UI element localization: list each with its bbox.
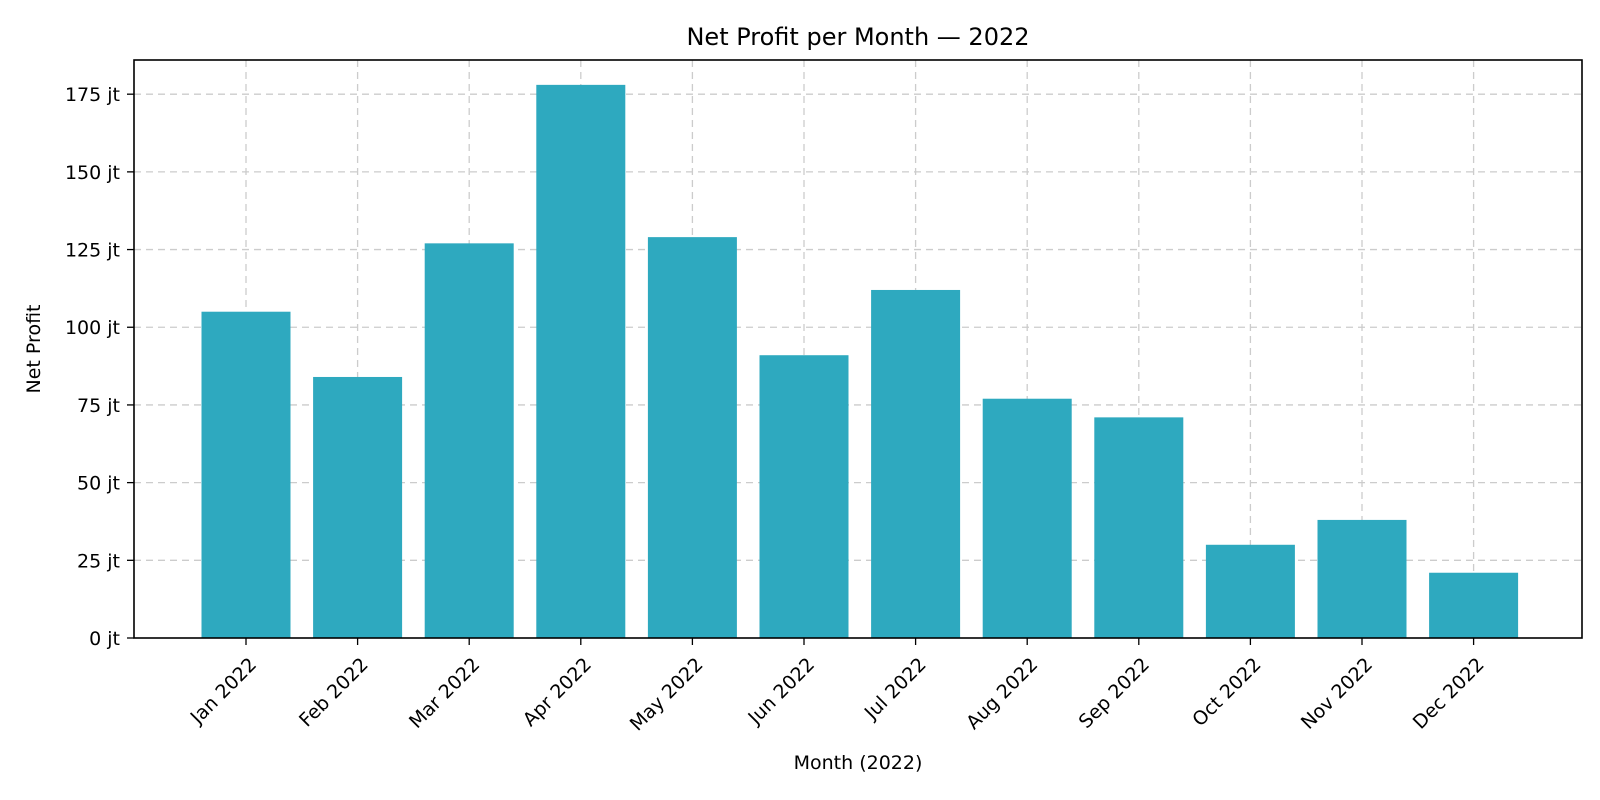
y-tick-label: 125 jt bbox=[65, 240, 120, 262]
y-tick-label: 0 jt bbox=[89, 628, 120, 650]
x-tick-label: May 2022 bbox=[626, 654, 708, 736]
y-tick-label: 50 jt bbox=[77, 473, 120, 495]
bar-may-2022 bbox=[647, 237, 737, 638]
y-tick-label: 150 jt bbox=[65, 162, 120, 184]
bar-jan-2022 bbox=[201, 311, 291, 638]
x-tick-label: Oct 2022 bbox=[1188, 654, 1265, 731]
x-axis-label: Month (2022) bbox=[794, 752, 923, 774]
bar-jul-2022 bbox=[871, 289, 961, 638]
bar-mar-2022 bbox=[424, 243, 514, 638]
bar-feb-2022 bbox=[313, 376, 403, 638]
y-tick-label: 75 jt bbox=[77, 395, 120, 417]
x-tick-label: Jan 2022 bbox=[186, 654, 261, 729]
bar-oct-2022 bbox=[1205, 544, 1295, 638]
y-axis-label: Net Profit bbox=[23, 305, 45, 394]
plot-frame bbox=[133, 59, 1583, 639]
bar-dec-2022 bbox=[1429, 572, 1519, 638]
bar-nov-2022 bbox=[1317, 519, 1407, 638]
x-tick-label: Apr 2022 bbox=[519, 654, 596, 731]
x-tick-label: Dec 2022 bbox=[1409, 654, 1489, 734]
x-tick-label: Sep 2022 bbox=[1075, 654, 1154, 733]
y-axis: 0 jt 25 jt 50 jt 75 jt 100 jt 125 jt 150 jt 175… bbox=[65, 84, 134, 650]
x-tick-label: Jun 2022 bbox=[743, 654, 819, 730]
y-tick-label: 25 jt bbox=[77, 550, 120, 572]
y-tick-label: 175 jt bbox=[65, 84, 120, 106]
x-tick-label: Aug 2022 bbox=[962, 654, 1042, 734]
y-tick-label: 100 jt bbox=[65, 317, 120, 339]
bar-jun-2022 bbox=[759, 355, 849, 638]
bar-apr-2022 bbox=[536, 84, 626, 638]
x-axis: Jan 2022 Feb 2022 Mar 2022 Apr 2022 May 2022… bbox=[186, 638, 1489, 735]
chart-title: Net Profit per Month — 2022 bbox=[686, 23, 1029, 51]
x-tick-label: Feb 2022 bbox=[295, 654, 373, 732]
x-tick-label: Nov 2022 bbox=[1297, 654, 1377, 734]
x-tick-label: Jul 2022 bbox=[860, 654, 931, 725]
bar-aug-2022 bbox=[982, 398, 1072, 638]
bar-sep-2022 bbox=[1094, 417, 1184, 638]
bars bbox=[201, 84, 1519, 638]
x-tick-label: Mar 2022 bbox=[405, 654, 484, 733]
